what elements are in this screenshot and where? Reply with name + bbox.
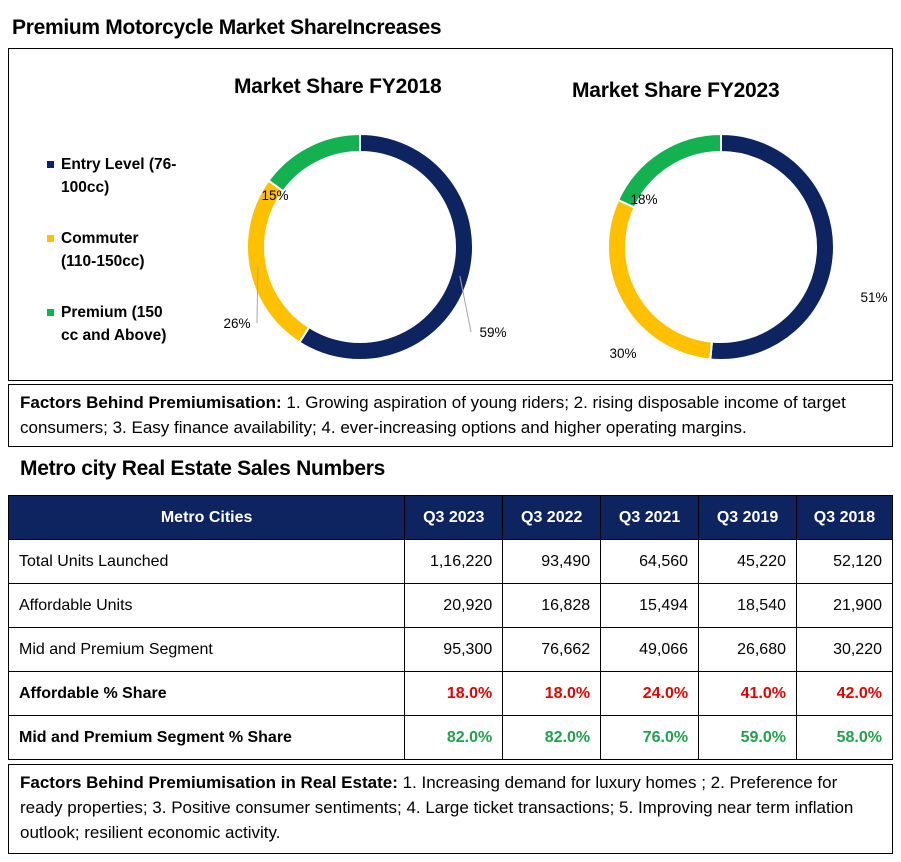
legend-swatch-entry (47, 161, 54, 168)
real-estate-title: Metro city Real Estate Sales Numbers (20, 457, 386, 480)
legend-label: (110-150cc) (61, 253, 145, 270)
real-estate-table: Metro Cities Q3 2023 Q3 2022 Q3 2021 Q3 … (7, 495, 893, 760)
table-cell: 18,540 (698, 583, 797, 628)
table-cell: 58.0% (796, 715, 893, 760)
table-cell: 64,560 (600, 539, 700, 584)
table-cell: 76.0% (600, 715, 700, 760)
table-cell: 76,662 (502, 627, 602, 672)
row-label: Mid and Premium Segment (7, 627, 406, 672)
table-cell: 21,900 (796, 583, 893, 628)
data-label: 59% (479, 325, 506, 340)
table-cell: 93,490 (502, 539, 602, 584)
label-leader-line (459, 275, 472, 333)
table-cell: 18.0% (502, 671, 602, 716)
row-label: Affordable % Share (7, 671, 406, 716)
legend-label: 100cc) (61, 179, 110, 196)
data-label: 51% (860, 290, 887, 305)
table-cell: 1,16,220 (404, 539, 504, 584)
column-header: Q3 2021 (600, 495, 700, 540)
row-label: Mid and Premium Segment % Share (7, 715, 406, 760)
legend-swatch-premium (47, 309, 54, 316)
donut-slice-2 (267, 132, 361, 193)
donut-slice-0 (709, 132, 835, 361)
table-cell: 45,220 (698, 539, 797, 584)
table-cell: 82.0% (502, 715, 602, 760)
legend-item-premium: Premium (150 cc and Above) (47, 301, 207, 347)
table-cell: 41.0% (698, 671, 797, 716)
table-row: Mid and Premium Segment % Share 82.0% 82… (7, 715, 893, 760)
table-cell: 59.0% (698, 715, 797, 760)
legend-label: Entry Level (76- (61, 156, 177, 173)
data-label: 18% (630, 192, 657, 207)
table-cell: 42.0% (796, 671, 893, 716)
table-cell: 26,680 (698, 627, 797, 672)
column-header: Q3 2018 (796, 495, 893, 540)
table-row: Mid and Premium Segment 95,300 76,662 49… (7, 627, 893, 672)
row-label: Total Units Launched (7, 539, 406, 584)
factors-text: 1. Growing aspiration of young riders; 2… (20, 393, 846, 437)
label-leader-line (256, 266, 259, 324)
table-cell: 49,066 (600, 627, 700, 672)
market-share-chart-panel: Market Share FY2018 Market Share FY2023 … (8, 48, 893, 381)
factors-label: Factors Behind Premiumisation: (20, 393, 282, 412)
column-header: Metro Cities (7, 495, 406, 540)
table-cell: 52,120 (796, 539, 893, 584)
data-label: 15% (261, 188, 288, 203)
table-cell: 15,494 (600, 583, 700, 628)
row-label: Affordable Units (7, 583, 406, 628)
legend-label: Commuter (61, 230, 139, 247)
factors-text: 1. Increasing demand for luxury homes ; … (20, 773, 854, 842)
column-header: Q3 2022 (502, 495, 602, 540)
table-row: Total Units Launched 1,16,220 93,490 64,… (7, 539, 893, 584)
page-title: Premium Motorcycle Market ShareIncreases (12, 16, 442, 39)
table-row: Affordable % Share 18.0% 18.0% 24.0% 41.… (7, 671, 893, 716)
table-cell: 82.0% (404, 715, 504, 760)
factors-real-estate-box: Factors Behind Premiumisation in Real Es… (8, 764, 893, 854)
donut-chart-fy2023: 51% 30% 18% (607, 132, 888, 361)
legend-item-entry-level: Entry Level (76- 100cc) (47, 153, 207, 199)
table-cell: 30,220 (796, 627, 893, 672)
legend-label: Premium (150 (61, 304, 163, 321)
chart-title-fy2018: Market Share FY2018 (234, 75, 442, 98)
donut-slice-0 (298, 132, 474, 361)
column-header: Q3 2019 (698, 495, 797, 540)
donut-slice-2 (616, 132, 722, 209)
legend-swatch-commuter (47, 235, 54, 242)
chart-title-fy2023: Market Share FY2023 (572, 79, 780, 102)
column-header: Q3 2023 (404, 495, 504, 540)
table-cell: 16,828 (502, 583, 602, 628)
table-header-row: Metro Cities Q3 2023 Q3 2022 Q3 2021 Q3 … (7, 495, 893, 540)
legend-label: cc and Above) (61, 327, 167, 344)
donut-slice-1 (607, 198, 714, 361)
legend-item-commuter: Commuter (110-150cc) (47, 227, 207, 273)
table-row: Affordable Units 20,920 16,828 15,494 18… (7, 583, 893, 628)
table-cell: 24.0% (600, 671, 700, 716)
table-cell: 20,920 (404, 583, 504, 628)
donut-slice-1 (246, 179, 311, 344)
donut-chart-fy2018: 59% 26% 15% (223, 132, 507, 361)
table-cell: 18.0% (404, 671, 504, 716)
chart-legend: Entry Level (76- 100cc) Commuter (110-15… (47, 153, 207, 375)
factors-label: Factors Behind Premiumisation in Real Es… (20, 773, 398, 792)
factors-motorcycle-box: Factors Behind Premiumisation: 1. Growin… (8, 384, 893, 447)
table-cell: 95,300 (404, 627, 504, 672)
data-label: 26% (223, 316, 250, 331)
data-label: 30% (609, 346, 636, 361)
